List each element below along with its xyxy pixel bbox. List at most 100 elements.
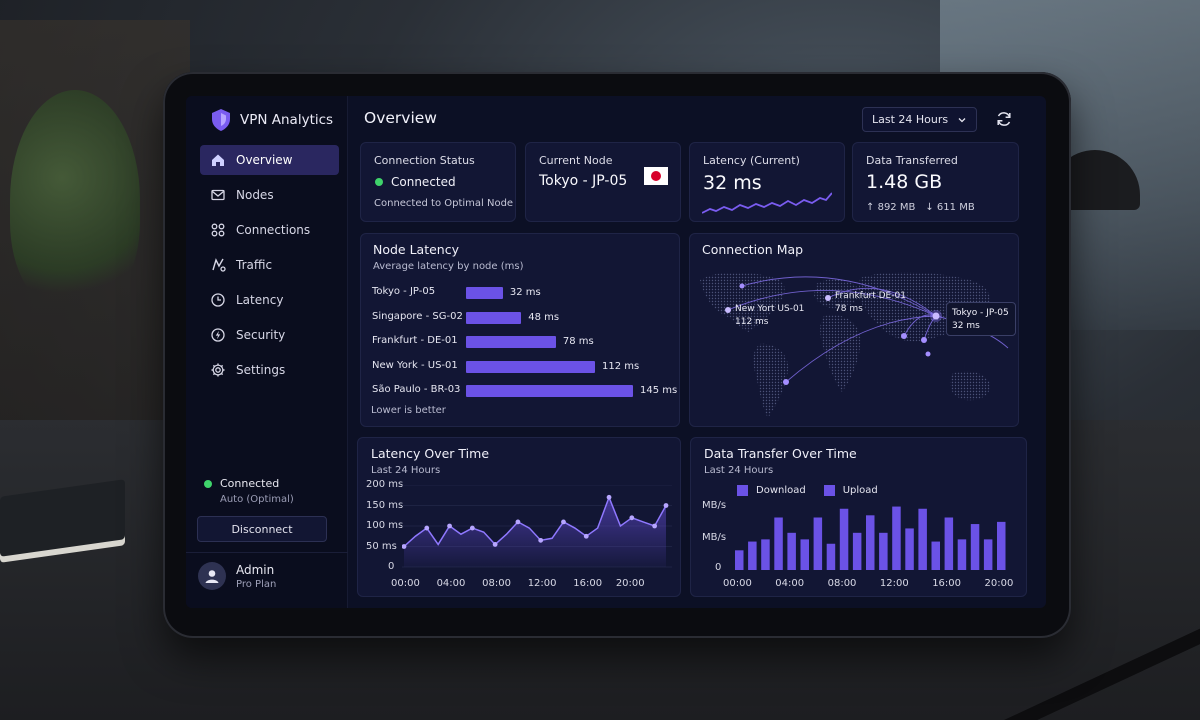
time-range-value: Last 24 Hours	[872, 113, 949, 126]
status-value: Connected	[391, 175, 456, 189]
upload-stat: ↑ 892 MB	[866, 202, 915, 213]
transfer-bar	[944, 517, 954, 570]
transfer-bar	[905, 528, 914, 570]
sidebar-item-latency[interactable]: Latency	[200, 285, 339, 315]
japan-flag-icon	[644, 167, 668, 185]
user-name: Admin	[236, 562, 275, 577]
sidebar-item-label: Traffic	[236, 258, 273, 272]
status-sub: Connected to Optimal Node	[374, 198, 514, 209]
refresh-icon[interactable]	[994, 109, 1014, 129]
latency-area	[404, 497, 666, 567]
download-value: 611 MB	[936, 202, 975, 213]
y-tick: 50 ms	[366, 540, 397, 552]
bar-value-label: 145 ms	[640, 385, 678, 396]
data-breakdown: ↑ 892 MB ↓ 611 MB	[866, 202, 975, 213]
connection-map-card: Connection Map	[689, 233, 1019, 427]
home-icon	[212, 154, 224, 166]
disconnect-button[interactable]: Disconnect	[197, 516, 327, 542]
arrow-up-icon: ↑	[866, 202, 875, 213]
app-screen: VPN Analytics Overview Nodes Connections…	[186, 96, 1046, 608]
brand: VPN Analytics	[210, 108, 333, 132]
app-title: VPN Analytics	[240, 112, 334, 128]
transfer-bar	[774, 517, 783, 570]
latency-bar	[466, 385, 633, 397]
latency-line-chart	[402, 485, 672, 568]
sidebar-divider	[186, 552, 348, 553]
card-title: Node Latency	[373, 242, 460, 257]
card-title: Data Transfer Over Time	[704, 446, 857, 461]
data-transfer-bar-chart	[735, 506, 1006, 570]
latency-point	[663, 503, 669, 508]
latency-value: 32 ms	[703, 172, 762, 194]
sidebar-item-label: Latency	[236, 293, 284, 307]
user-profile[interactable]: Admin Pro Plan	[198, 562, 276, 590]
status-dot-icon	[375, 178, 383, 186]
sidebar-item-settings[interactable]: Settings	[200, 355, 339, 385]
transfer-bar	[997, 521, 1006, 570]
time-range-select[interactable]: Last 24 Hours	[862, 107, 977, 132]
status-dot-icon	[204, 479, 212, 488]
transfer-bar	[852, 532, 862, 570]
latency-point	[561, 519, 566, 525]
map-label-new-york: New Yort US-01 112 ms	[735, 303, 804, 329]
node-markers	[725, 283, 942, 385]
x-tick: 08:00	[827, 578, 857, 589]
bar-value-label: 48 ms	[528, 311, 560, 323]
sidebar-status-label: Connected	[220, 477, 280, 490]
bar-value-label: 112 ms	[601, 360, 640, 372]
chart-footer: Lower is better	[371, 405, 446, 416]
avatar	[198, 562, 226, 590]
continent-africa	[820, 314, 861, 392]
map-label-name: Tokyo - JP-05	[952, 308, 1009, 318]
data-transferred-card: Data Transferred 1.48 GB ↑ 892 MB ↓ 611 …	[852, 142, 1019, 222]
map-label-name: Frankfurt DE-01	[835, 291, 906, 301]
latency-point	[583, 533, 589, 539]
sidebar-item-nodes[interactable]: Nodes	[200, 180, 339, 210]
sidebar-item-label: Settings	[236, 363, 286, 377]
card-label: Data Transferred	[866, 154, 958, 167]
sidebar-item-connections[interactable]: Connections	[200, 215, 339, 245]
latency-point	[402, 544, 407, 549]
transfer-bar	[800, 539, 809, 570]
card-subtitle: Average latency by node (ms)	[373, 261, 524, 272]
mail-icon	[211, 189, 225, 201]
x-tick: 20:00	[984, 578, 1014, 589]
transfer-bar	[735, 550, 744, 570]
upload-value: 892 MB	[877, 202, 916, 213]
card-subtitle: Last 24 Hours	[704, 465, 774, 476]
latency-over-time-card: Latency Over Time Last 24 Hours 200 ms 15…	[357, 437, 681, 597]
bar-category-label: New York - US-01	[372, 359, 458, 371]
sidebar-item-security[interactable]: Security	[200, 320, 339, 350]
card-subtitle: Last 24 Hours	[371, 465, 441, 476]
map-label-ms: 32 ms	[952, 321, 980, 331]
latency-point	[538, 537, 544, 543]
user-icon	[205, 570, 219, 583]
map-label-ms: 112 ms	[735, 317, 769, 327]
download-stat: ↓ 611 MB	[925, 202, 974, 213]
sidebar-item-traffic[interactable]: Traffic	[200, 250, 339, 280]
node-latency-card: Node Latency Average latency by node (ms…	[360, 233, 680, 427]
shield-icon	[212, 109, 230, 131]
legend-upload: Upload	[842, 485, 878, 496]
data-transfer-over-time-card: Data Transfer Over Time Last 24 Hours Do…	[690, 437, 1027, 597]
latency-point	[469, 525, 475, 531]
bar-value-label: 78 ms	[562, 336, 594, 347]
card-label: Latency (Current)	[703, 154, 800, 167]
transfer-bar	[983, 539, 993, 570]
sidebar-item-overview[interactable]: Overview	[200, 145, 339, 175]
page-title: Overview	[364, 109, 437, 127]
continent-north-america	[700, 272, 785, 332]
x-tick: 12:00	[527, 578, 557, 589]
transfer-bar	[748, 541, 757, 570]
y-tick: 0	[388, 561, 395, 572]
transfer-bar	[813, 517, 823, 570]
connection-status-card: Connection Status Connected Connected to…	[360, 142, 516, 222]
y-tick: MB/s	[702, 500, 727, 511]
latency-point	[447, 523, 452, 529]
sidebar: VPN Analytics Overview Nodes Connections…	[186, 96, 348, 608]
sidebar-status-sub: Auto (Optimal)	[220, 494, 294, 505]
x-tick: 20:00	[615, 578, 645, 589]
y-tick: MB/s	[702, 532, 727, 543]
transfer-bar	[918, 508, 927, 570]
transfer-bar	[761, 539, 770, 570]
